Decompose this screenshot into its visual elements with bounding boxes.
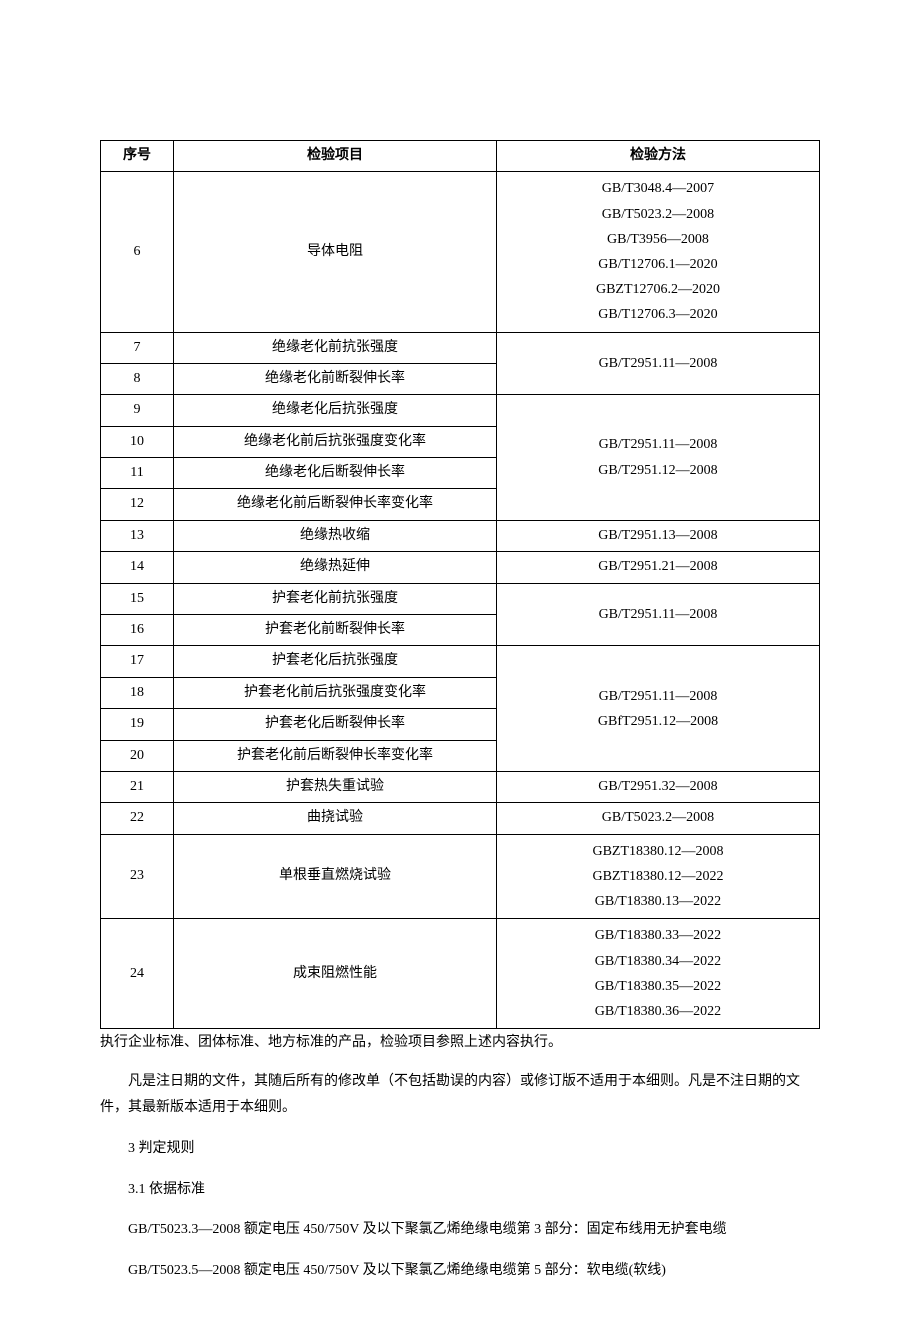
- cell-item: 绝缘老化前后断裂伸长率变化率: [174, 489, 497, 520]
- cell-seq: 17: [101, 646, 174, 677]
- cell-seq: 20: [101, 740, 174, 771]
- cell-seq: 14: [101, 552, 174, 583]
- cell-item: 护套老化前断裂伸长率: [174, 615, 497, 646]
- standard-ref-2: GB/T5023.5—2008 额定电压 450/750V 及以下聚氯乙烯绝缘电…: [100, 1258, 820, 1285]
- method-line: GB/T18380.33—2022: [503, 923, 813, 948]
- cell-seq: 23: [101, 834, 174, 919]
- inspection-table: 序号 检验项目 检验方法 6 导体电阻 GB/T3048.4—2007 GB/T…: [100, 140, 820, 1029]
- table-row: 14 绝缘热延伸 GB/T2951.21—2008: [101, 552, 820, 583]
- cell-seq: 15: [101, 583, 174, 614]
- cell-method: GB/T2951.32—2008: [497, 771, 820, 802]
- method-line: GB/T12706.1—2020: [503, 252, 813, 277]
- method-line: GBZT18380.12—2022: [503, 864, 813, 889]
- cell-seq: 22: [101, 803, 174, 834]
- cell-item: 护套老化后抗张强度: [174, 646, 497, 677]
- method-line: GB/T18380.36—2022: [503, 999, 813, 1024]
- table-row: 15 护套老化前抗张强度 GB/T2951.11—2008: [101, 583, 820, 614]
- cell-seq: 12: [101, 489, 174, 520]
- method-line: GB/T12706.3—2020: [503, 302, 813, 327]
- method-line: GB/T2951.11—2008: [503, 351, 813, 376]
- standard-ref-1: GB/T5023.3—2008 额定电压 450/750V 及以下聚氯乙烯绝缘电…: [100, 1217, 820, 1244]
- cell-seq: 16: [101, 615, 174, 646]
- method-line: GB/T5023.2—2008: [503, 202, 813, 227]
- section-3-1: 3.1 依据标准: [100, 1177, 820, 1204]
- cell-item: 绝缘热延伸: [174, 552, 497, 583]
- table-row: 21 护套热失重试验 GB/T2951.32—2008: [101, 771, 820, 802]
- cell-seq: 8: [101, 363, 174, 394]
- cell-seq: 9: [101, 395, 174, 426]
- cell-item: 绝缘老化后抗张强度: [174, 395, 497, 426]
- cell-method: GB/T3048.4—2007 GB/T5023.2—2008 GB/T3956…: [497, 172, 820, 332]
- section-3: 3 判定规则: [100, 1136, 820, 1163]
- cell-item: 绝缘热收缩: [174, 520, 497, 551]
- cell-seq: 11: [101, 458, 174, 489]
- table-row: 17 护套老化后抗张强度 GB/T2951.11—2008 GBfT2951.1…: [101, 646, 820, 677]
- cell-seq: 18: [101, 677, 174, 708]
- table-header-row: 序号 检验项目 检验方法: [101, 141, 820, 172]
- cell-item: 护套老化前后抗张强度变化率: [174, 677, 497, 708]
- table-row: 23 单根垂直燃烧试验 GBZT18380.12—2008 GBZT18380.…: [101, 834, 820, 919]
- cell-method: GB/T2951.11—2008: [497, 583, 820, 646]
- method-line: GB/T18380.35—2022: [503, 974, 813, 999]
- cell-seq: 13: [101, 520, 174, 551]
- cell-item: 护套老化后断裂伸长率: [174, 709, 497, 740]
- method-line: GBZT12706.2—2020: [503, 277, 813, 302]
- page-container: 序号 检验项目 检验方法 6 导体电阻 GB/T3048.4—2007 GB/T…: [0, 0, 920, 1344]
- cell-item: 绝缘老化后断裂伸长率: [174, 458, 497, 489]
- cell-seq: 6: [101, 172, 174, 332]
- header-item: 检验项目: [174, 141, 497, 172]
- cell-seq: 19: [101, 709, 174, 740]
- table-row: 22 曲挠试验 GB/T5023.2—2008: [101, 803, 820, 834]
- cell-seq: 24: [101, 919, 174, 1029]
- cell-item: 绝缘老化前后抗张强度变化率: [174, 426, 497, 457]
- cell-seq: 10: [101, 426, 174, 457]
- cell-method: GB/T18380.33—2022 GB/T18380.34—2022 GB/T…: [497, 919, 820, 1029]
- method-line: GB/T2951.11—2008: [503, 602, 813, 627]
- table-row: 24 成束阻燃性能 GB/T18380.33—2022 GB/T18380.34…: [101, 919, 820, 1029]
- cell-seq: 7: [101, 332, 174, 363]
- method-line: GB/T3048.4—2007: [503, 176, 813, 201]
- method-line: GB/T18380.34—2022: [503, 949, 813, 974]
- method-line: GB/T2951.11—2008: [503, 684, 813, 709]
- method-line: GB/T18380.13—2022: [503, 889, 813, 914]
- cell-method: GB/T2951.11—2008 GB/T2951.12—2008: [497, 395, 820, 521]
- method-line: GBZT18380.12—2008: [503, 839, 813, 864]
- cell-item: 护套老化前后断裂伸长率变化率: [174, 740, 497, 771]
- cell-item: 绝缘老化前抗张强度: [174, 332, 497, 363]
- cell-item: 单根垂直燃烧试验: [174, 834, 497, 919]
- cell-item: 导体电阻: [174, 172, 497, 332]
- cell-method: GB/T2951.13—2008: [497, 520, 820, 551]
- method-line: GB/T2951.11—2008: [503, 432, 813, 457]
- method-line: GBfT2951.12—2008: [503, 709, 813, 734]
- cell-item: 护套老化前抗张强度: [174, 583, 497, 614]
- method-line: GB/T2951.12—2008: [503, 458, 813, 483]
- cell-method: GBZT18380.12—2008 GBZT18380.12—2022 GB/T…: [497, 834, 820, 919]
- header-seq: 序号: [101, 141, 174, 172]
- cell-item: 护套热失重试验: [174, 771, 497, 802]
- cell-item: 曲挠试验: [174, 803, 497, 834]
- cell-method: GB/T2951.11—2008 GBfT2951.12—2008: [497, 646, 820, 772]
- table-row: 7 绝缘老化前抗张强度 GB/T2951.11—2008: [101, 332, 820, 363]
- table-row: 6 导体电阻 GB/T3048.4—2007 GB/T5023.2—2008 G…: [101, 172, 820, 332]
- table-row: 9 绝缘老化后抗张强度 GB/T2951.11—2008 GB/T2951.12…: [101, 395, 820, 426]
- header-method: 检验方法: [497, 141, 820, 172]
- cell-item: 绝缘老化前断裂伸长率: [174, 363, 497, 394]
- cell-method: GB/T2951.11—2008: [497, 332, 820, 395]
- cell-seq: 21: [101, 771, 174, 802]
- table-row: 13 绝缘热收缩 GB/T2951.13—2008: [101, 520, 820, 551]
- cell-method: GB/T2951.21—2008: [497, 552, 820, 583]
- cell-method: GB/T5023.2—2008: [497, 803, 820, 834]
- paragraph-dated-files: 凡是注日期的文件，其随后所有的修改单（不包括勘误的内容）或修订版不适用于本细则。…: [100, 1069, 820, 1122]
- cell-item: 成束阻燃性能: [174, 919, 497, 1029]
- method-line: GB/T3956—2008: [503, 227, 813, 252]
- note-after-table: 执行企业标准、团体标准、地方标准的产品，检验项目参照上述内容执行。: [100, 1031, 820, 1055]
